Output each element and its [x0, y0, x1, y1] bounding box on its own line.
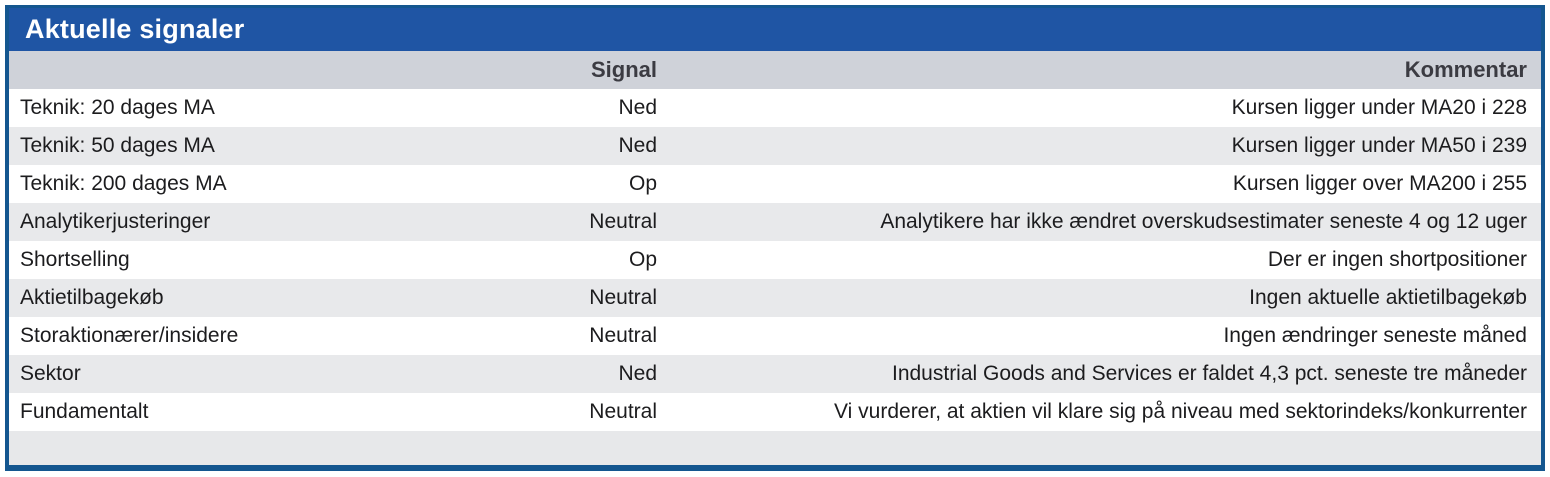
row-signal: Op	[628, 172, 657, 195]
table-row: Sektor Ned Industrial Goods and Services…	[9, 355, 1541, 393]
row-signal: Ned	[618, 96, 657, 119]
table-header-row: Signal Kommentar	[9, 51, 1541, 89]
row-label: Teknik: 20 dages MA	[20, 96, 215, 119]
row-signal: Ned	[618, 362, 657, 385]
table-row: Teknik: 20 dages MA Ned Kursen ligger un…	[9, 89, 1541, 127]
row-label: Storaktionærer/insidere	[20, 324, 239, 347]
row-label: Shortselling	[20, 248, 130, 271]
row-label: Teknik: 50 dages MA	[20, 134, 215, 157]
row-signal: Neutral	[589, 324, 657, 347]
row-label: Teknik: 200 dages MA	[20, 172, 227, 195]
table-row: Teknik: 200 dages MA Op Kursen ligger ov…	[9, 165, 1541, 203]
row-signal: Neutral	[589, 400, 657, 423]
row-signal: Op	[628, 248, 657, 271]
row-label: Aktietilbagekøb	[20, 286, 164, 309]
row-comment: Ingen ændringer seneste måned	[1223, 324, 1527, 347]
table-row: Teknik: 50 dages MA Ned Kursen ligger un…	[9, 127, 1541, 165]
row-label: Fundamentalt	[20, 400, 149, 423]
row-comment: Industrial Goods and Services er faldet …	[891, 362, 1527, 385]
row-comment: Kursen ligger over MA200 i 255	[1232, 172, 1527, 195]
row-signal: Ned	[618, 134, 657, 157]
table-row: Aktietilbagekøb Neutral Ingen aktuelle a…	[9, 279, 1541, 317]
row-comment: Analytikere har ikke ændret overskudsest…	[880, 210, 1527, 233]
row-comment: Der er ingen shortpositioner	[1267, 248, 1527, 271]
table-row: Fundamentalt Neutral Vi vurderer, at akt…	[9, 393, 1541, 431]
row-comment: Ingen aktuelle aktietilbagekøb	[1249, 286, 1527, 309]
row-comment: Kursen ligger under MA50 i 239	[1231, 134, 1527, 157]
table-row: Storaktionærer/insidere Neutral Ingen æn…	[9, 317, 1541, 355]
row-comment: Kursen ligger under MA20 i 228	[1231, 96, 1527, 119]
signals-table-frame: Aktuelle signaler Signal Kommentar Tekni…	[5, 5, 1545, 471]
table-row: Analytikerjusteringer Neutral Analytiker…	[9, 203, 1541, 241]
row-signal: Neutral	[589, 286, 657, 309]
row-signal: Neutral	[589, 210, 657, 233]
header-cell-kommentar: Kommentar	[1404, 57, 1527, 82]
page-title: Aktuelle signaler	[25, 14, 245, 44]
row-label: Analytikerjusteringer	[20, 210, 211, 233]
row-label: Sektor	[20, 362, 81, 385]
table-footer-spacer	[9, 431, 1541, 465]
header-cell-signal: Signal	[590, 57, 657, 82]
table-row: Shortselling Op Der er ingen shortpositi…	[9, 241, 1541, 279]
table-title-bar: Aktuelle signaler	[9, 8, 1541, 51]
row-comment: Vi vurderer, at aktien vil klare sig på …	[834, 400, 1527, 423]
